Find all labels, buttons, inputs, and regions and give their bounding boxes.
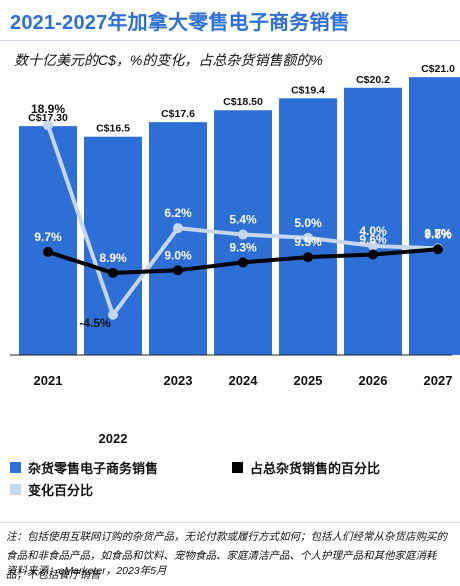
chart-subtitle: 数十亿美元的C$，%的变化，占总杂货销售额的% <box>14 52 323 68</box>
share-point-2025 <box>303 252 313 263</box>
x-tick-label-2022: 2022 <box>99 431 128 446</box>
change-label-2022: -4.5% <box>79 316 111 330</box>
change-label-2023: 6.2% <box>164 206 192 220</box>
bar-2026 <box>344 87 402 355</box>
share-point-2027 <box>433 244 443 255</box>
change-point-2021 <box>43 120 53 131</box>
share-point-2026 <box>368 249 378 260</box>
x-tick-label-2024: 2024 <box>229 373 259 388</box>
legend-swatch-change <box>10 484 21 495</box>
change-point-2025 <box>303 232 313 243</box>
change-label-2027: 3.7% <box>424 226 452 240</box>
change-label-2025: 5.0% <box>294 216 322 230</box>
legend-item-share: 占总杂货销售的百分比 <box>232 458 380 477</box>
share-point-2023 <box>173 265 183 276</box>
bar-2025 <box>279 98 337 355</box>
notes-divider <box>0 522 460 523</box>
bar-label-2025: C$19.4 <box>291 84 325 96</box>
share-label-2023: 9.0% <box>164 248 192 262</box>
legend-item-bar: 杂货零售电子商务销售 <box>10 458 158 477</box>
legend-label-bar: 杂货零售电子商务销售 <box>28 461 159 476</box>
bar-label-2021: C$17.30 <box>28 112 68 124</box>
share-label-2027: 9.8% <box>424 227 452 241</box>
x-tick-label-2023: 2023 <box>164 373 193 388</box>
x-tick-label-2021: 2021 <box>34 373 63 388</box>
change-point-2024 <box>238 229 248 240</box>
x-tick-label-2025: 2025 <box>294 373 323 388</box>
share-label-2025: 9.5% <box>294 235 322 249</box>
bar-2023 <box>149 122 207 355</box>
legend-swatch-bar <box>10 462 21 473</box>
share-point-2021 <box>43 246 53 257</box>
bar-2021 <box>19 126 77 355</box>
bar-label-2022: C$16.5 <box>96 123 130 135</box>
share-point-2024 <box>238 257 248 268</box>
chart-title: 2021-2027年加拿大零售电子商务销售 <box>10 12 350 34</box>
legend-label-share: 占总杂货销售的百分比 <box>250 461 381 476</box>
change-point-2026 <box>368 240 378 251</box>
share-label-2022: 8.9% <box>99 251 127 265</box>
bar-2027 <box>409 77 460 356</box>
bar-label-2023: C$17.6 <box>161 108 195 120</box>
share-point-2022 <box>108 267 118 278</box>
x-tick-label-2027: 2027 <box>424 373 453 388</box>
legend-item-change: 变化百分比 <box>10 480 93 499</box>
x-tick-label-2026: 2026 <box>359 373 388 388</box>
share-label-2024: 9.3% <box>229 240 257 254</box>
change-label-2021: 18.9% <box>31 102 65 116</box>
legend-label-change: 变化百分比 <box>28 483 94 498</box>
change-label-2024: 5.4% <box>229 213 257 227</box>
title-divider <box>0 40 460 41</box>
change-label-2026: 4.0% <box>359 224 387 238</box>
chart-notes: 注：包括使用互联网订购的杂货产品，无论付款或履行方式如何；包括人们经常从杂货店购… <box>6 531 447 581</box>
legend-swatch-share <box>232 462 243 473</box>
share-label-2021: 9.7% <box>34 230 62 244</box>
bar-label-2026: C$20.2 <box>356 74 390 86</box>
change-point-2022 <box>108 309 118 320</box>
chart-source: 资料来源：eMarketer，2023年5月 <box>6 565 167 577</box>
change-point-2023 <box>173 223 183 234</box>
bar-label-2024: C$18.50 <box>223 96 263 108</box>
share-label-2026: 9.6% <box>359 233 387 247</box>
bar-label-2027: C$21.0 <box>421 63 455 75</box>
